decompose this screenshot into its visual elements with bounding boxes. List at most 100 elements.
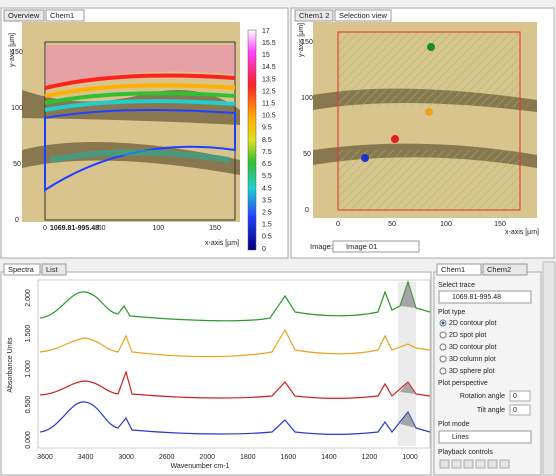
y-axis-label: Absorbance Units (7, 337, 14, 393)
page: 1069.81-995.48 x-axis [µm] y-axis [µm] x… (0, 0, 556, 476)
tab-label: Selection view (339, 11, 388, 20)
colorbar-tick-label: 3.5 (262, 197, 272, 204)
x-tick-label: 3600 (37, 454, 53, 461)
playback-button[interactable] (500, 460, 509, 468)
colorbar-tick-label: 4.5 (262, 185, 272, 192)
colorbar-tick-label: 0 (262, 246, 266, 253)
tilt-value: 0 (513, 407, 517, 414)
x-tick-label: 1000 (402, 454, 418, 461)
radio-label: 2D spot plot (449, 332, 486, 339)
y-tick-label: 50 (13, 161, 21, 168)
playback-button[interactable] (476, 460, 485, 468)
radio-label: 3D contour plot (449, 344, 497, 351)
y-tick-label: 150 (301, 39, 313, 46)
y-tick-label: 2.000 (25, 289, 32, 307)
x-tick-label: 150 (209, 225, 221, 232)
select-trace-label: Select trace (438, 282, 475, 289)
tab-label: Chem1 2 (299, 11, 329, 20)
colorbar-tick-label: 6.5 (262, 161, 272, 168)
colorbar-tick-label: 5.5 (262, 173, 272, 180)
x-tick-label: 50 (388, 221, 396, 228)
x-tick-label: 2600 (159, 454, 175, 461)
x-axis-label: x-axis [µm] (205, 240, 239, 247)
colorbar-tick-label: 2.5 (262, 210, 272, 217)
x-tick-label: 100 (440, 221, 452, 228)
colorbar-tick-label: 14.5 (262, 64, 276, 71)
y-tick-label: 50 (303, 151, 311, 158)
colorbar-tick-label: 13.5 (262, 76, 276, 83)
x-tick-label: 100 (152, 225, 164, 232)
colorbar-tick-label: 12.5 (262, 88, 276, 95)
x-tick-label: 1200 (362, 454, 378, 461)
tab-label: Chem1 (441, 265, 465, 274)
colorbar-tick-label: 9.5 (262, 125, 272, 132)
colorbar-tick-label: 1.5 (262, 222, 272, 229)
x-tick-label: 50 (98, 225, 106, 232)
image-label: Image: (310, 242, 333, 251)
y-tick-label: 0 (305, 207, 309, 214)
x-tick-label: 1400 (321, 454, 337, 461)
plot-mode-label: Plot mode (438, 421, 470, 428)
app-window: 1069.81-995.48 x-axis [µm] y-axis [µm] x… (0, 0, 556, 476)
x-tick-label: 3400 (78, 454, 94, 461)
colorbar (248, 30, 256, 250)
tab-label: Spectra (8, 265, 35, 274)
colorbar-tick-label: 8.5 (262, 137, 272, 144)
radio-button[interactable] (440, 344, 446, 350)
perspective-label: Plot perspective (438, 380, 488, 387)
y-tick-label: 0 (15, 217, 19, 224)
radio-label: 3D column plot (449, 356, 496, 363)
tab-label: Chem2 (487, 265, 511, 274)
scrollbar[interactable] (543, 262, 555, 475)
colorbar-tick-label: 0.5 (262, 234, 272, 241)
trace-value: 1069.81-995.48 (452, 294, 501, 301)
y-tick-label: 0.500 (25, 396, 32, 414)
plot-type-label: Plot type (438, 309, 465, 316)
x-tick-label: 3000 (118, 454, 134, 461)
playback-label: Playback controls (438, 449, 493, 456)
colorbar-tick-label: 15.5 (262, 40, 276, 47)
tilt-label: Tilt angle (477, 407, 505, 414)
tab-label: List (46, 265, 59, 274)
x-tick-label: 2000 (199, 454, 215, 461)
selection-hatch (338, 32, 520, 107)
radio-button[interactable] (440, 332, 446, 338)
rotation-value: 0 (513, 393, 517, 400)
y-tick-label: 150 (11, 49, 23, 56)
x-axis-label: x-axis [µm] (505, 229, 539, 236)
plot-mode-value: Lines (452, 434, 469, 441)
playback-button[interactable] (464, 460, 473, 468)
range-label: 1069.81-995.48 (50, 225, 99, 232)
radio-dot (442, 322, 445, 325)
playback-button[interactable] (488, 460, 497, 468)
colorbar-tick-label: 17 (262, 28, 270, 35)
spot-marker[interactable] (391, 135, 399, 143)
playback-button[interactable] (440, 460, 449, 468)
y-tick-label: 1.000 (25, 360, 32, 378)
tab-label: Overview (8, 11, 40, 20)
y-tick-label: 0.000 (25, 431, 32, 449)
x-tick-label: 1600 (281, 454, 297, 461)
colorbar-tick-label: 7.5 (262, 149, 272, 156)
x-tick-label: 1800 (240, 454, 256, 461)
x-tick-label: 0 (43, 225, 47, 232)
colorbar-tick-label: 11.5 (262, 101, 275, 108)
colorbar-tick-label: 10.5 (262, 113, 276, 120)
spot-marker[interactable] (427, 43, 435, 51)
y-tick-label: 100 (11, 105, 23, 112)
spot-marker[interactable] (361, 154, 369, 162)
x-tick-label: 150 (494, 221, 506, 228)
y-tick-label: 100 (301, 95, 313, 102)
rotation-label: Rotation angle (460, 393, 505, 400)
radio-button[interactable] (440, 368, 446, 374)
tab-label: Chem1 (50, 11, 74, 20)
colorbar-tick-label: 15 (262, 52, 270, 59)
radio-label: 3D sphere plot (449, 368, 495, 375)
spot-marker[interactable] (425, 108, 433, 116)
image-value: Image 01 (346, 242, 377, 251)
y-tick-label: 1.500 (25, 325, 32, 343)
radio-label: 2D contour plot (449, 320, 497, 327)
playback-button[interactable] (452, 460, 461, 468)
radio-button[interactable] (440, 356, 446, 362)
x-tick-label: 0 (336, 221, 340, 228)
